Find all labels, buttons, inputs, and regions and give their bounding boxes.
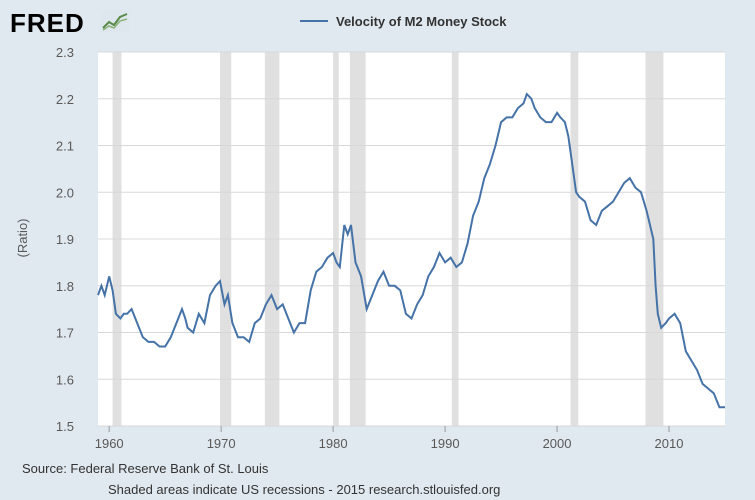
y-tick-label: 1.9: [56, 232, 74, 247]
grid-lines: [98, 51, 725, 427]
x-tick-label: 2000: [543, 436, 572, 451]
velocity-chart: 1.5 1.6 1.7 1.8 1.9 2.0 2.1 2.2 2.3 1960 1970 1980…: [15, 14, 725, 451]
y-tick-label: 2.3: [56, 45, 74, 60]
recession-note: Shaded areas indicate US recessions - 20…: [108, 482, 501, 497]
y-axis-label: (Ratio): [15, 218, 30, 257]
x-tick-label: 1980: [319, 436, 348, 451]
y-tick-labels: 1.5 1.6 1.7 1.8 1.9 2.0 2.1 2.2 2.3: [56, 45, 74, 434]
y-tick-label: 2.2: [56, 92, 74, 107]
x-tick-label: 1960: [95, 436, 124, 451]
y-tick-label: 2.1: [56, 139, 74, 154]
x-tick-label: 2010: [655, 436, 684, 451]
y-tick-label: 1.5: [56, 419, 74, 434]
y-tick-label: 1.6: [56, 372, 74, 387]
fred-chart-icon: [101, 10, 129, 32]
y-tick-label: 1.7: [56, 326, 74, 341]
x-tick-label: 1990: [431, 436, 460, 451]
y-tick-label: 2.0: [56, 185, 74, 200]
x-tick-label: 1970: [207, 436, 236, 451]
x-tick-labels: 1960 1970 1980 1990 2000 2010: [95, 426, 684, 451]
legend-label: Velocity of M2 Money Stock: [336, 14, 507, 29]
source-text: Source: Federal Reserve Bank of St. Loui…: [22, 461, 269, 476]
series-line: [97, 92, 725, 409]
y-tick-label: 1.8: [56, 279, 74, 294]
fred-logo: FRED: [10, 8, 85, 38]
legend: Velocity of M2 Money Stock: [300, 14, 507, 29]
